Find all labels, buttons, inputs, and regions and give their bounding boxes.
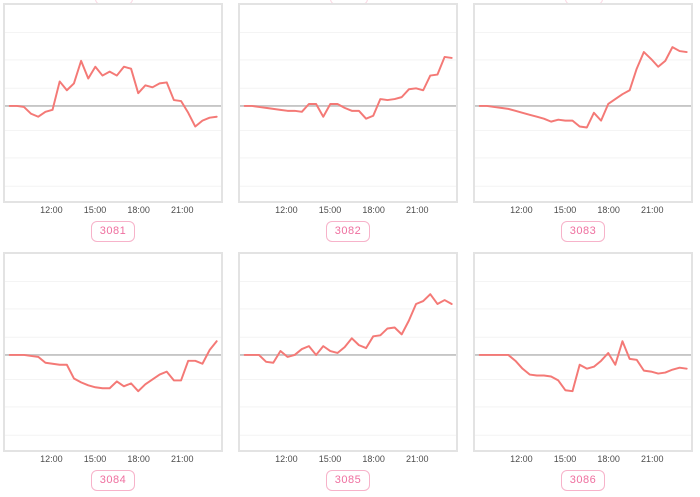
chart-id-badge[interactable]: 3081 [90, 221, 136, 242]
x-tick-label: 18:00 [597, 205, 620, 215]
chart-cell-3085: 12:00 15:00 18:00 21:00 3085 [238, 252, 458, 491]
chart-id-badge[interactable]: 3083 [560, 221, 606, 242]
x-tick-label: 21:00 [171, 205, 194, 215]
x-tick-label: 21:00 [641, 205, 664, 215]
chart-canvas [475, 280, 691, 436]
badge-row: 3082 [238, 221, 458, 242]
x-tick-label: 21:00 [406, 205, 429, 215]
x-tick-label: 21:00 [641, 454, 664, 464]
x-axis: 12:00 15:00 18:00 21:00 [3, 452, 223, 467]
x-axis: 12:00 15:00 18:00 21:00 [238, 452, 458, 467]
badge-row: 3085 [238, 470, 458, 491]
chart-cell-3084: 12:00 15:00 18:00 21:00 3084 [3, 252, 223, 491]
x-tick-label: 15:00 [83, 454, 107, 464]
line-chart-3084[interactable] [3, 252, 223, 452]
x-tick-label: 15:00 [553, 454, 577, 464]
x-tick-label: 18:00 [597, 454, 620, 464]
chart-canvas [240, 280, 456, 436]
x-tick-label: 12:00 [275, 205, 298, 215]
line-chart-3086[interactable] [473, 252, 693, 452]
x-axis: 12:00 15:00 18:00 21:00 [473, 452, 693, 467]
badge-row: 3086 [473, 470, 693, 491]
x-tick-label: 12:00 [510, 205, 533, 215]
chart-cell-3082: 12:00 15:00 18:00 21:00 3082 [238, 3, 458, 242]
x-tick-label: 18:00 [362, 454, 385, 464]
x-tick-label: 12:00 [275, 454, 298, 464]
x-tick-label: 18:00 [127, 205, 150, 215]
chart-id-badge[interactable]: 3082 [325, 221, 371, 242]
chart-id-badge[interactable]: 3084 [90, 470, 136, 491]
line-chart-3082[interactable] [238, 3, 458, 203]
x-tick-label: 15:00 [318, 454, 342, 464]
chart-canvas [5, 31, 221, 187]
badge-row: 3081 [3, 221, 223, 242]
x-axis: 12:00 15:00 18:00 21:00 [473, 203, 693, 218]
badge-row: 3084 [3, 470, 223, 491]
x-tick-label: 12:00 [510, 454, 533, 464]
x-tick-label: 18:00 [127, 454, 150, 464]
x-tick-label: 12:00 [40, 454, 63, 464]
x-tick-label: 15:00 [83, 205, 107, 215]
chart-id-badge[interactable]: 3085 [325, 470, 371, 491]
x-tick-label: 15:00 [318, 205, 342, 215]
badge-row: 3083 [473, 221, 693, 242]
x-tick-label: 18:00 [362, 205, 385, 215]
chart-id-badge[interactable]: 3086 [560, 470, 606, 491]
x-tick-label: 21:00 [406, 454, 429, 464]
chart-cell-3083: 12:00 15:00 18:00 21:00 3083 [473, 3, 693, 242]
chart-canvas [240, 31, 456, 187]
x-axis: 12:00 15:00 18:00 21:00 [238, 203, 458, 218]
line-chart-3083[interactable] [473, 3, 693, 203]
chart-canvas [475, 31, 691, 187]
x-axis: 12:00 15:00 18:00 21:00 [3, 203, 223, 218]
line-chart-3081[interactable] [3, 3, 223, 203]
x-tick-label: 15:00 [553, 205, 577, 215]
x-tick-label: 21:00 [171, 454, 194, 464]
line-chart-3085[interactable] [238, 252, 458, 452]
chart-canvas [5, 280, 221, 436]
chart-cell-3081: 12:00 15:00 18:00 21:00 3081 [3, 3, 223, 242]
x-tick-label: 12:00 [40, 205, 63, 215]
chart-cell-3086: 12:00 15:00 18:00 21:00 3086 [473, 252, 693, 491]
